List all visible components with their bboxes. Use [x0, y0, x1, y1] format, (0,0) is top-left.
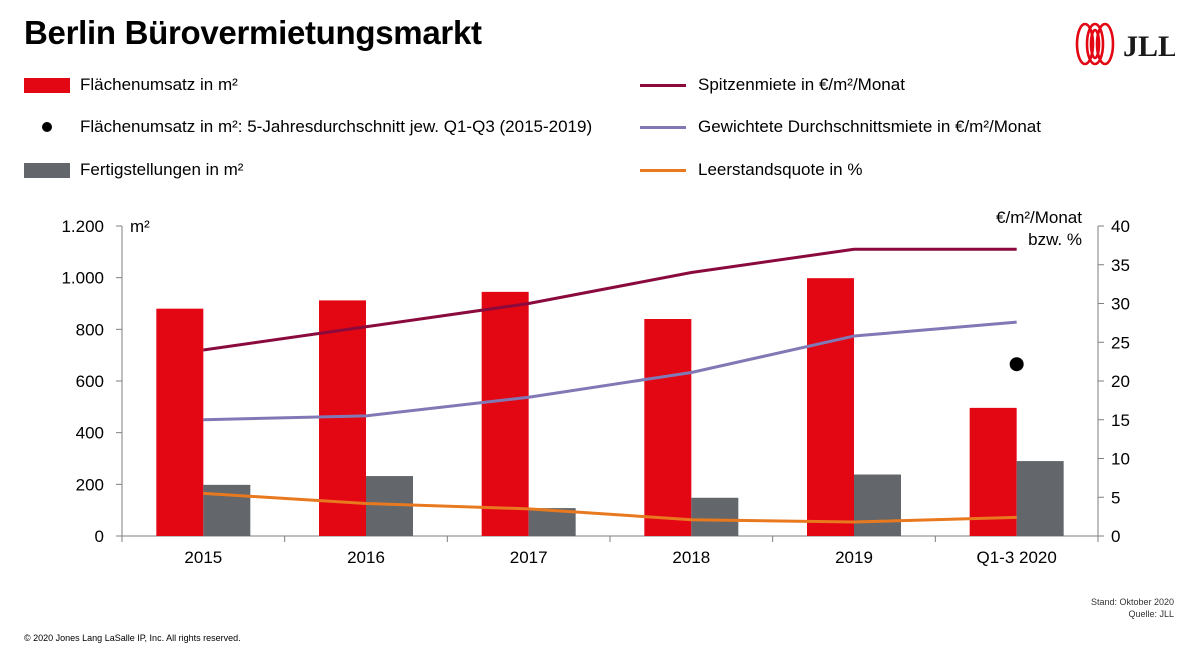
bar-flaechenumsatz — [156, 308, 204, 536]
y-left-axis-title: m² — [130, 217, 150, 236]
bar-flaechenumsatz — [969, 407, 1017, 536]
jll-logo: JLL — [1075, 22, 1175, 66]
y-right-tick-label: 5 — [1111, 488, 1120, 507]
page-title: Berlin Bürovermietungsmarkt — [24, 14, 482, 51]
jll-logo-text: JLL — [1123, 30, 1175, 63]
y-right-tick-label: 10 — [1111, 450, 1130, 469]
legend-label: Leerstandsquote in % — [698, 160, 863, 179]
y-left-tick-label: 1.000 — [61, 269, 104, 288]
y-right-tick-label: 0 — [1111, 527, 1120, 546]
legend-swatch-line — [640, 168, 686, 172]
quelle-note: Quelle: JLL — [1128, 609, 1174, 619]
y-right-tick-label: 15 — [1111, 411, 1130, 430]
stand-note: Stand: Oktober 2020 — [1090, 597, 1174, 607]
y-right-axis-title: bzw. % — [1028, 230, 1082, 249]
x-tick-label: 2018 — [672, 548, 710, 567]
y-right-tick-label: 30 — [1111, 295, 1130, 314]
y-right-axis-title: €/m²/Monat — [996, 208, 1082, 227]
bar-flaechenumsatz — [481, 291, 529, 536]
legend-item-fertigstellungen: Fertigstellungen in m² — [24, 158, 243, 182]
line-durchschnittsmiete — [203, 320, 1017, 422]
y-left-tick-label: 800 — [76, 320, 104, 339]
x-tick-label: 2015 — [184, 548, 222, 567]
legend-item-leerstandsquote: Leerstandsquote in % — [640, 158, 862, 182]
legend-label: Flächenumsatz in m² — [80, 75, 238, 94]
legend-swatch-red — [24, 77, 70, 93]
legend-item-average: Flächenumsatz in m²: 5-Jahresdurchschnit… — [24, 115, 592, 139]
x-tick-label: 2017 — [510, 548, 548, 567]
legend-item-spitzenmiete: Spitzenmiete in €/m²/Monat — [640, 73, 905, 97]
jll-logo-mark — [1075, 22, 1115, 66]
y-right-tick-label: 25 — [1111, 333, 1130, 352]
y-right-tick-label: 40 — [1111, 217, 1130, 236]
y-left-tick-label: 200 — [76, 475, 104, 494]
line-spitzenmiete — [203, 247, 1017, 352]
y-left-tick-label: 0 — [95, 527, 104, 546]
y-right-tick-label: 35 — [1111, 256, 1130, 275]
copyright: © 2020 Jones Lang LaSalle IP, Inc. All r… — [24, 633, 241, 643]
x-tick-label: Q1-3 2020 — [976, 548, 1056, 567]
legend-item-flaechenumsatz: Flächenumsatz in m² — [24, 73, 238, 97]
point-5-year-average — [1009, 357, 1024, 372]
line-leerstandsquote — [203, 491, 1017, 524]
legend-swatch-line — [640, 125, 686, 129]
bar-flaechenumsatz — [807, 278, 854, 536]
y-left-tick-label: 1.200 — [61, 217, 104, 236]
bar-fertigstellungen — [854, 474, 901, 536]
bar-fertigstellungen — [1016, 461, 1064, 536]
legend-swatch-dot — [24, 122, 70, 132]
y-left-tick-label: 600 — [76, 372, 104, 391]
legend-swatch-line — [640, 83, 686, 87]
y-left-tick-label: 400 — [76, 424, 104, 443]
legend-label: Flächenumsatz in m²: 5-Jahresdurchschnit… — [80, 117, 593, 136]
x-tick-label: 2019 — [835, 548, 873, 567]
legend-label: Spitzenmiete in €/m²/Monat — [698, 75, 905, 94]
legend-item-durchschnittsmiete: Gewichtete Durchschnittsmiete in €/m²/Mo… — [640, 115, 1041, 139]
legend-swatch-grey — [24, 162, 70, 178]
y-right-tick-label: 20 — [1111, 372, 1130, 391]
bar-flaechenumsatz — [644, 319, 692, 536]
legend-label: Gewichtete Durchschnittsmiete in €/m²/Mo… — [698, 117, 1041, 136]
x-tick-label: 2016 — [347, 548, 385, 567]
source-note: Stand: Oktober 2020 Quelle: JLL — [1091, 596, 1174, 620]
legend-label: Fertigstellungen in m² — [80, 160, 244, 179]
bar-fertigstellungen — [691, 497, 739, 536]
